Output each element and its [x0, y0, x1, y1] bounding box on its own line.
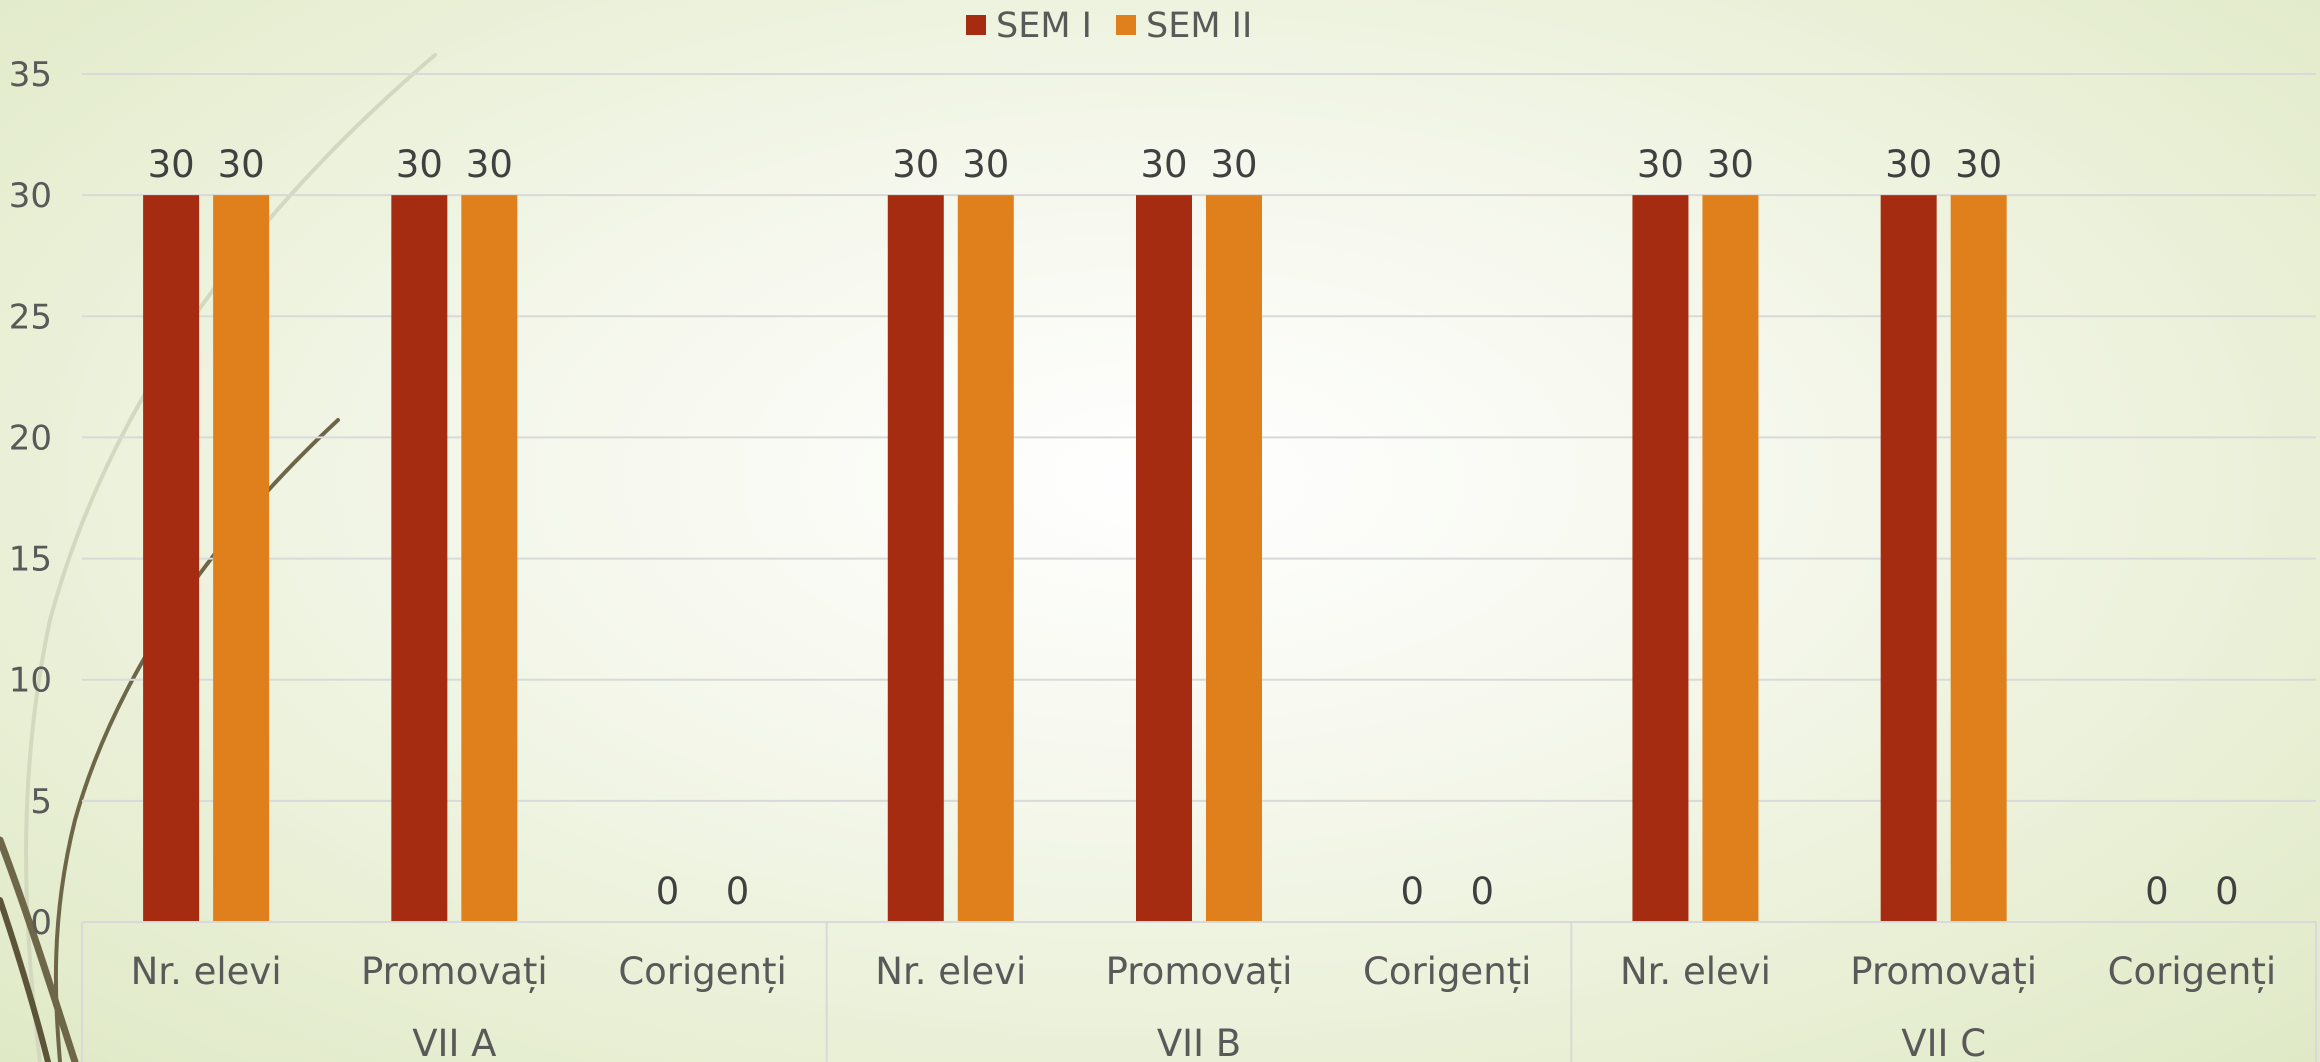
- bar: [143, 195, 200, 923]
- data-label: 30: [1707, 143, 1754, 186]
- bar: [1632, 195, 1689, 923]
- bar: [1880, 195, 1937, 923]
- data-label: 30: [1637, 143, 1684, 186]
- x-category-label: Corigenți: [618, 950, 786, 993]
- data-label: 30: [148, 143, 195, 186]
- y-tick-label: 15: [9, 540, 52, 580]
- x-category-label: Corigenți: [2108, 950, 2276, 993]
- x-category-label: Promovați: [1850, 950, 2037, 993]
- data-label: 0: [2215, 870, 2239, 913]
- data-labels: 30 30 30 30 0 0 30 30 30 30 0 0 30 30 30 30 0 0: [148, 143, 2239, 913]
- data-label: 0: [726, 870, 750, 913]
- y-tick-label: 35: [9, 55, 52, 95]
- data-label: 30: [396, 143, 443, 186]
- y-tick-label: 25: [9, 297, 52, 337]
- data-label: 30: [1955, 143, 2002, 186]
- legend-swatch: [1116, 15, 1136, 35]
- data-label: 30: [1140, 143, 1187, 186]
- bars: [143, 195, 2007, 923]
- data-label: 30: [218, 143, 265, 186]
- x-category-label: Nr. elevi: [875, 950, 1026, 993]
- legend-label: SEM II: [1146, 6, 1252, 46]
- y-axis-ticks: 0 5 10 15 20 25 30 35: [9, 55, 52, 943]
- data-label: 30: [892, 143, 939, 186]
- legend-swatch: [966, 15, 986, 35]
- x-group-label: VII B: [1157, 1022, 1241, 1062]
- x-category-label: Promovați: [1106, 950, 1293, 993]
- data-label: 0: [1470, 870, 1494, 913]
- bar: [213, 195, 270, 923]
- x-group-label: VII C: [1901, 1022, 1986, 1062]
- data-label: 0: [656, 870, 680, 913]
- bar: [1136, 195, 1192, 923]
- bar: [461, 195, 518, 923]
- y-tick-label: 10: [9, 661, 52, 701]
- y-tick-label: 30: [9, 176, 52, 216]
- x-axis: Nr. elevi Promovați Corigenți Nr. elevi Prom…: [81, 921, 2317, 1062]
- data-label: 0: [1400, 870, 1424, 913]
- bar: [1950, 195, 2007, 923]
- bar: [957, 195, 1014, 923]
- x-category-label: Nr. elevi: [131, 950, 282, 993]
- data-label: 30: [1885, 143, 1932, 186]
- bar: [887, 195, 944, 923]
- y-tick-label: 20: [9, 418, 52, 458]
- x-category-label: Nr. elevi: [1620, 950, 1771, 993]
- bar: [1206, 195, 1262, 923]
- bar: [391, 195, 448, 923]
- data-label: 30: [1210, 143, 1257, 186]
- data-label: 30: [962, 143, 1009, 186]
- x-category-label: Promovați: [361, 950, 548, 993]
- data-label: 0: [2145, 870, 2169, 913]
- x-group-label: VII A: [412, 1022, 496, 1062]
- bar: [1702, 195, 1759, 923]
- legend: SEM I SEM II: [966, 6, 1252, 46]
- y-tick-label: 0: [30, 903, 52, 943]
- y-tick-label: 5: [30, 782, 52, 822]
- data-label: 30: [466, 143, 513, 186]
- legend-label: SEM I: [996, 6, 1092, 46]
- x-category-label: Corigenți: [1363, 950, 1531, 993]
